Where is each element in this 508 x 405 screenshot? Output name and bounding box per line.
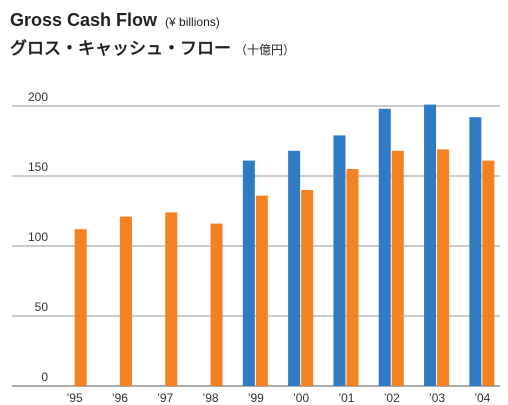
bar <box>346 169 359 386</box>
bar <box>255 195 268 386</box>
bar <box>165 212 178 386</box>
subtitle: グロス・キャッシュ・フロー <box>10 38 231 58</box>
bar <box>210 223 223 386</box>
bar <box>424 104 437 386</box>
bar <box>288 150 301 386</box>
bar <box>437 149 450 386</box>
bar <box>333 135 346 386</box>
chart-subtitle: グロス・キャッシュ・フロー （十億円） <box>10 38 295 58</box>
chart-title: Gross Cash Flow (¥ billions) <box>10 10 220 30</box>
y-tick-label: 150 <box>28 160 48 174</box>
x-tick-label: ’04 <box>474 391 490 405</box>
bar <box>301 190 314 386</box>
title-unit: (¥ billions) <box>165 15 220 29</box>
x-tick-label: ’97 <box>157 391 173 405</box>
x-tick-label: ’03 <box>429 391 445 405</box>
x-tick-label: ’02 <box>384 391 400 405</box>
x-tick-label: ’95 <box>67 391 83 405</box>
x-tick-label: ’99 <box>248 391 264 405</box>
bar <box>242 160 255 386</box>
x-tick-label: ’96 <box>112 391 128 405</box>
bar <box>391 150 404 386</box>
title: Gross Cash Flow <box>10 10 158 30</box>
y-tick-label: 50 <box>35 300 49 314</box>
bar <box>74 229 87 386</box>
bar <box>482 160 495 386</box>
y-tick-label: 100 <box>28 230 48 244</box>
x-tick-label: ’98 <box>203 391 219 405</box>
bar <box>469 117 482 386</box>
y-tick-label: 200 <box>28 90 48 104</box>
x-tick-label: ’00 <box>293 391 309 405</box>
bar <box>119 216 132 386</box>
x-tick-label: ’01 <box>338 391 354 405</box>
bar <box>378 108 391 387</box>
y-tick-label: 0 <box>41 370 48 384</box>
subtitle-unit: （十億円） <box>235 43 295 57</box>
